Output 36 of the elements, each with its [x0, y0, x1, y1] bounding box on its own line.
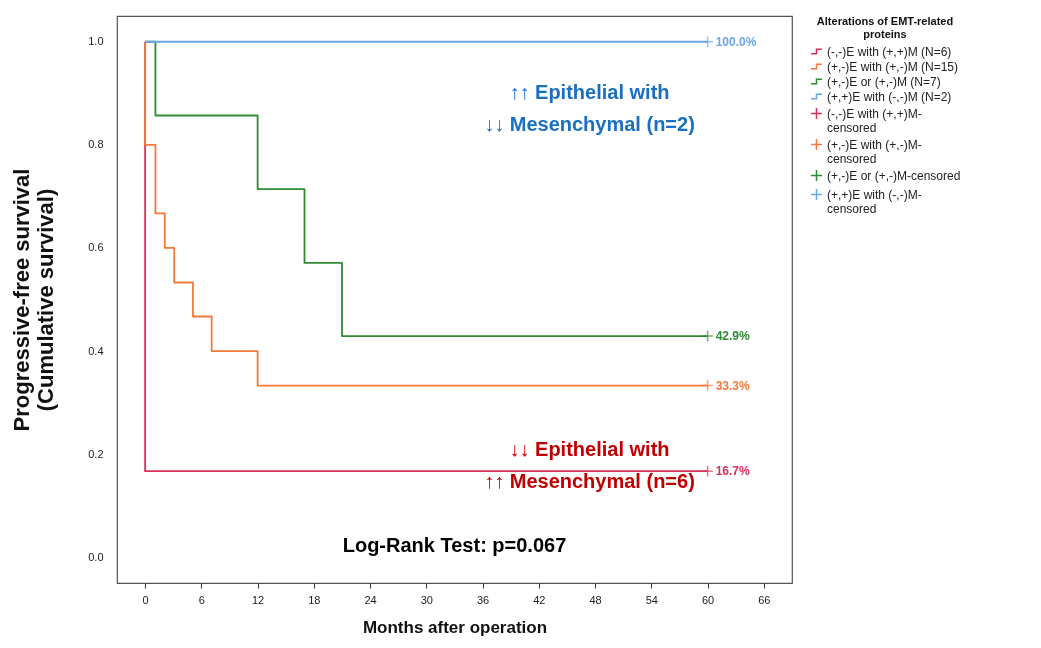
legend-title: Alterations of EMT-related proteins	[816, 15, 954, 40]
y-tick-label: 0.0	[88, 550, 104, 563]
x-tick-label: 42	[533, 593, 546, 606]
x-tick-label: 30	[420, 593, 433, 606]
data-label: 100.0%	[715, 34, 757, 49]
annotation: ↑↑ Epithelial with ↓↓ Mesenchymal (n=2)	[484, 80, 695, 135]
data-label: 42.9%	[715, 329, 750, 344]
legend-label: (+,-)E or (+,-)M-censored	[827, 168, 961, 183]
x-axis-title: Months after operation	[362, 617, 548, 637]
x-tick-label: 66	[758, 593, 771, 606]
data-label: 16.7%	[715, 464, 750, 479]
x-tick-label: 36	[477, 593, 490, 606]
legend-label: (+,-)E or (+,-)M (N=7)	[827, 74, 941, 89]
legend-label: (+,-)E with (+,-)M (N=15)	[827, 59, 959, 74]
legend-label: (+,+)E with (-,-)M (N=2)	[827, 89, 952, 104]
legend-label: (+,+)E with (-,-)M-censored	[827, 187, 922, 216]
x-tick-label: 12	[252, 593, 265, 606]
legend-label: (-,-)E with (+,+)M (N=6)	[827, 44, 952, 59]
annotation: ↓↓ Epithelial with ↑↑ Mesenchymal (n=6)	[484, 437, 695, 492]
y-axis-title: Progressive-free survival (Cumulative survival)	[9, 168, 59, 432]
x-tick-label: 0	[142, 593, 149, 606]
y-tick-label: 0.8	[88, 138, 104, 151]
x-tick-label: 60	[702, 593, 715, 606]
y-tick-label: 0.2	[88, 447, 104, 460]
x-tick-label: 6	[198, 593, 205, 606]
x-tick-label: 24	[364, 593, 377, 606]
data-label: 33.3%	[715, 378, 750, 393]
y-tick-label: 1.0	[88, 35, 104, 48]
x-tick-label: 18	[308, 593, 321, 606]
annotation: Log-Rank Test: p=0.067	[342, 534, 567, 557]
y-tick-label: 0.4	[88, 344, 104, 357]
legend-label: (-,-)E with (+,+)M-censored	[827, 106, 922, 135]
legend-label: (+,-)E with (+,-)M-censored	[827, 137, 922, 166]
y-tick-label: 0.6	[88, 241, 104, 254]
x-tick-label: 54	[645, 593, 658, 606]
x-tick-label: 48	[589, 593, 602, 606]
